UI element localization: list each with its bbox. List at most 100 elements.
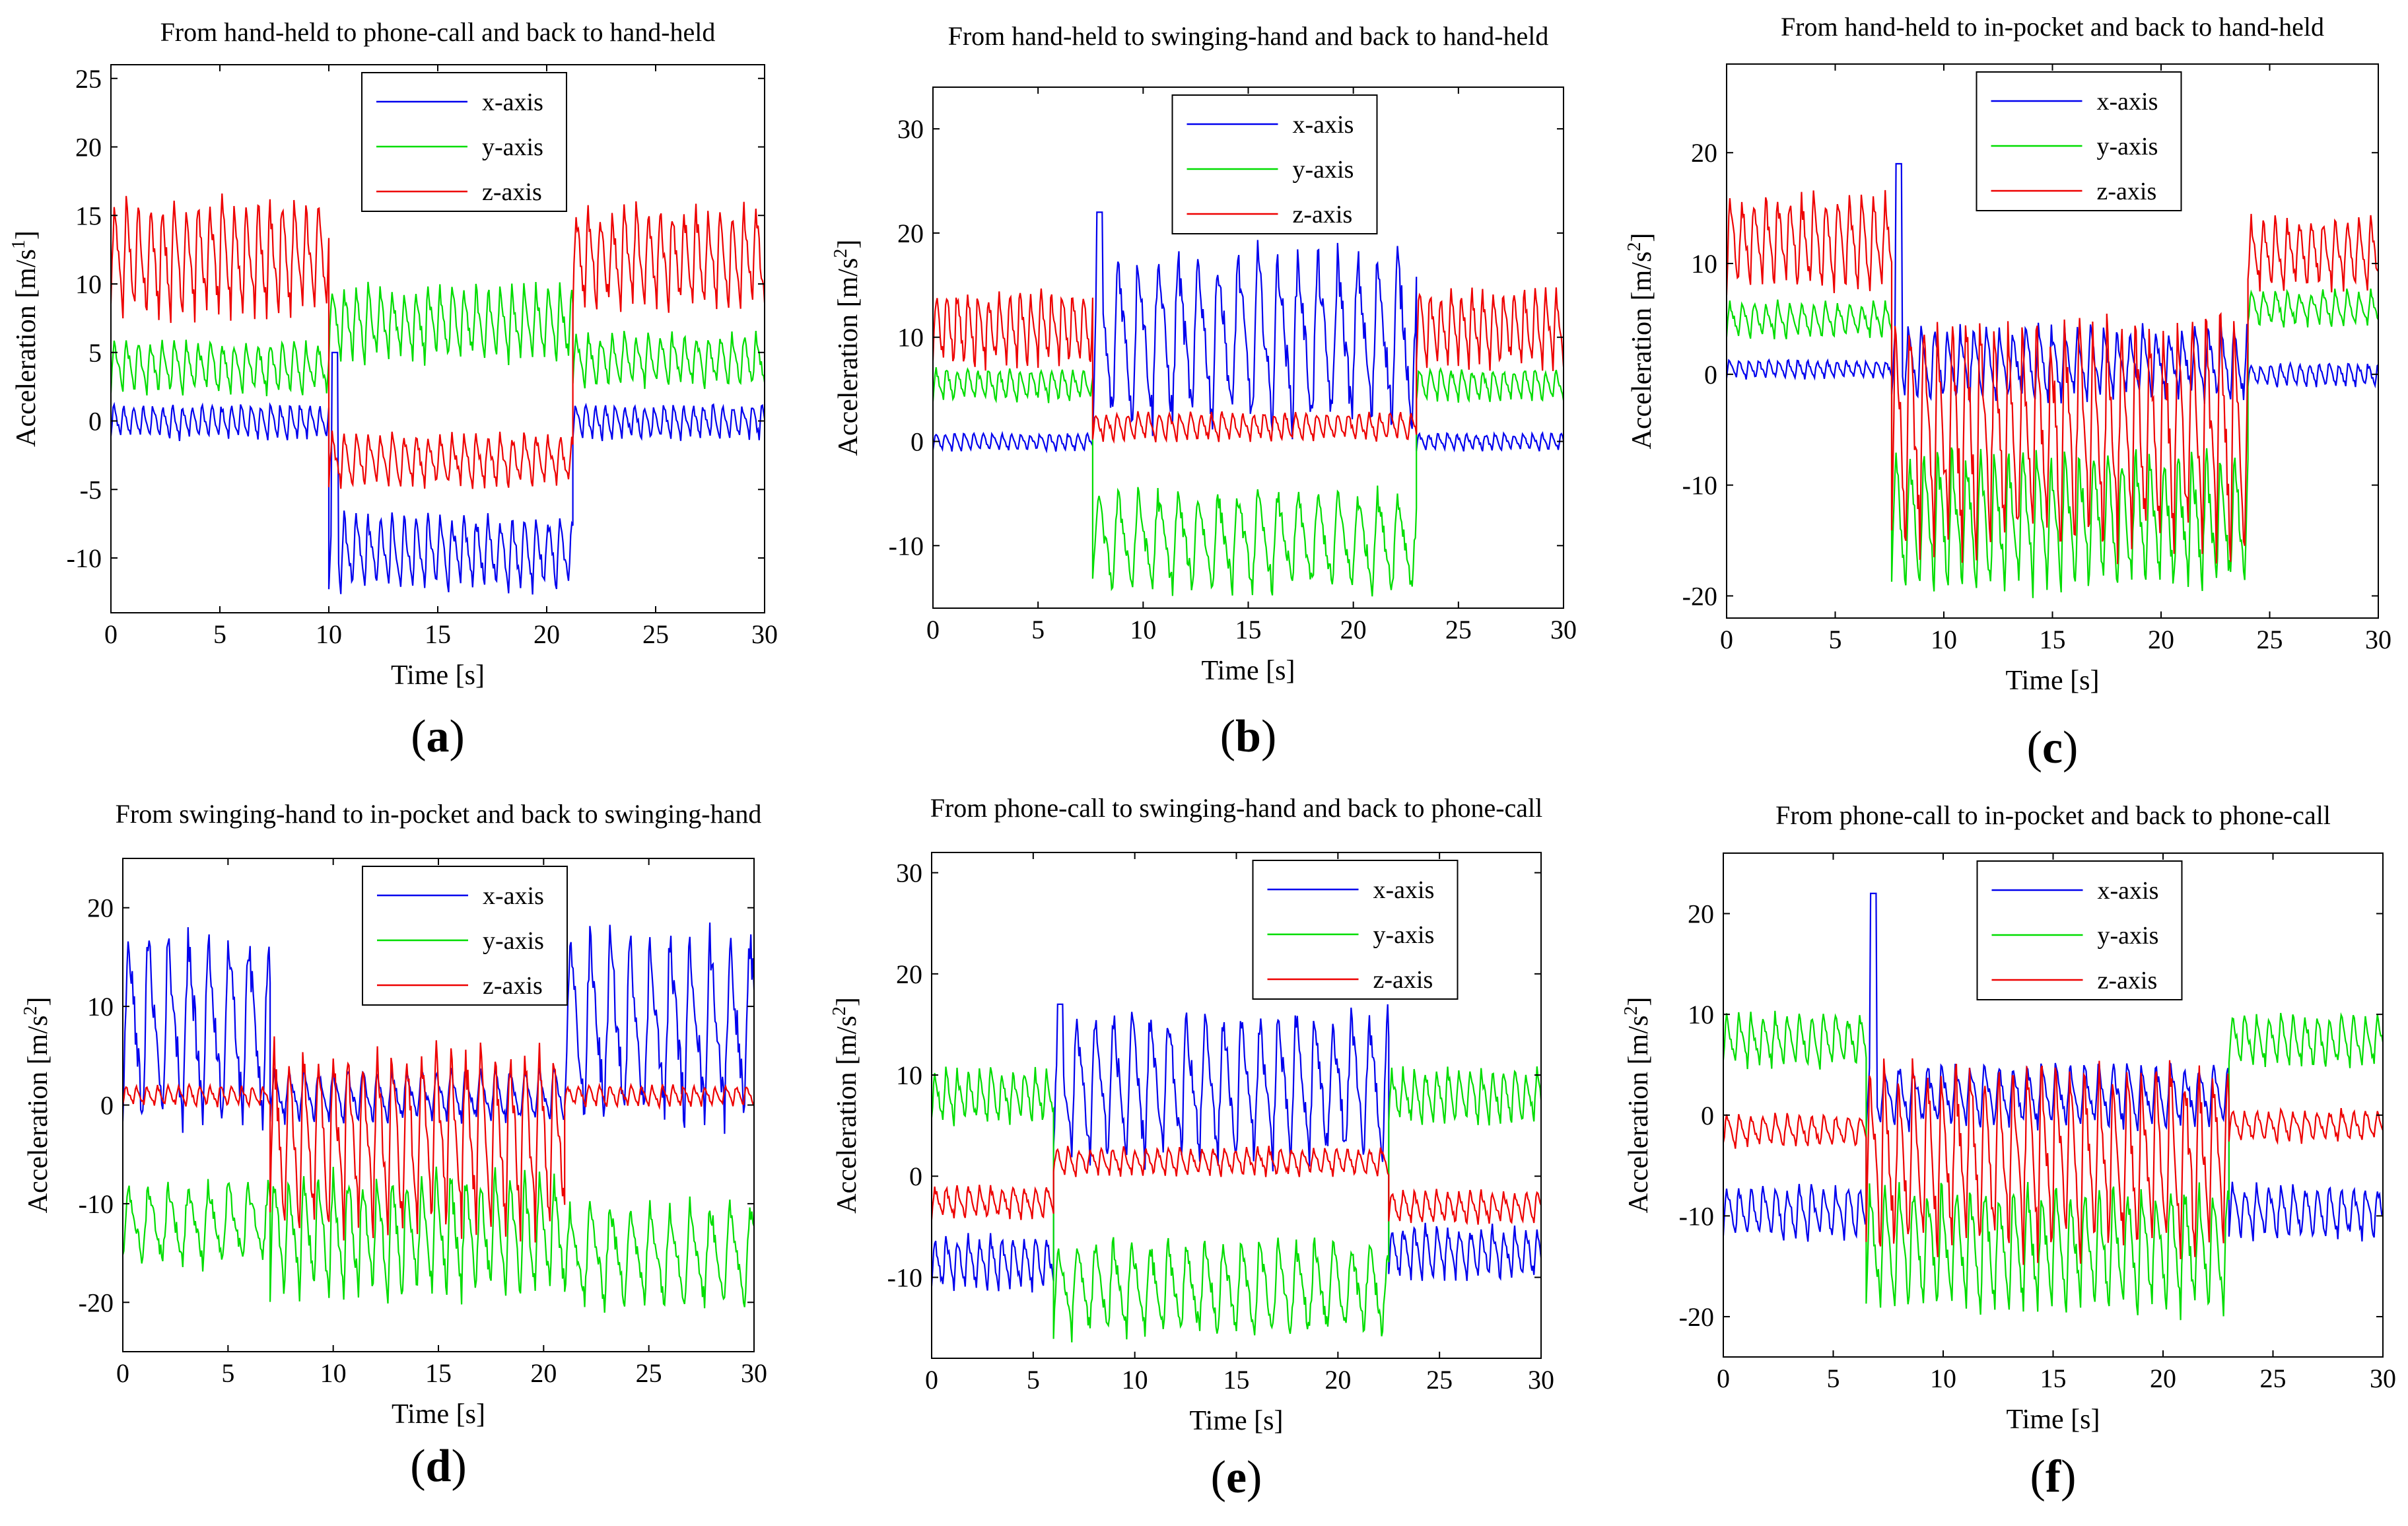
series-line-y-axis bbox=[1727, 288, 2378, 598]
legend-label: z-axis bbox=[482, 178, 542, 206]
y-axis-label-close: ] bbox=[1624, 997, 1654, 1006]
y-axis-label: Acceleration [m/s1] bbox=[9, 230, 42, 447]
panel-label: (d) bbox=[410, 1441, 467, 1492]
y-tick-label: 10 bbox=[1691, 249, 1717, 279]
legend: x-axis y-axis z-axis bbox=[361, 72, 567, 212]
series-line-z-axis bbox=[111, 193, 765, 489]
y-axis-label-close: ] bbox=[1627, 233, 1657, 242]
legend: x-axis y-axis z-axis bbox=[1171, 94, 1378, 234]
y-tick-label: -10 bbox=[1679, 1201, 1714, 1231]
series-line-y-axis bbox=[933, 366, 1564, 597]
panel-f: From phone-call to in-pocket and back to… bbox=[1621, 800, 2396, 1502]
y-tick-label: 10 bbox=[897, 323, 924, 353]
series-line-y-axis bbox=[1723, 1010, 2383, 1321]
legend-box bbox=[1976, 860, 2183, 1000]
x-axis-label: Time [s] bbox=[391, 660, 485, 691]
series-line-z-axis bbox=[123, 1036, 754, 1243]
panel-label: (a) bbox=[411, 711, 465, 762]
panel-label: (c) bbox=[2027, 722, 2079, 773]
y-axis-label: Acceleration [m/s2] bbox=[829, 997, 862, 1214]
y-tick-label: 0 bbox=[100, 1091, 114, 1121]
chart-title: From phone-call to swinging-hand and bac… bbox=[930, 793, 1543, 823]
series-line-y-axis bbox=[932, 1066, 1541, 1342]
series-line-x-axis bbox=[111, 351, 765, 595]
y-tick-label: -5 bbox=[80, 475, 102, 504]
panel-label: (e) bbox=[1211, 1452, 1262, 1503]
y-axis-label-main: Acceleration [m/s bbox=[833, 258, 864, 456]
legend-label: z-axis bbox=[2097, 178, 2157, 205]
y-axis-label-close: ] bbox=[11, 230, 42, 240]
y-axis-label-close: ] bbox=[833, 240, 864, 249]
legend-label: y-axis bbox=[2098, 922, 2159, 950]
y-axis-label-exponent: 2 bbox=[1624, 242, 1645, 252]
y-axis-label: Acceleration [m/s2] bbox=[831, 240, 864, 456]
chart-title: From phone-call to in-pocket and back to… bbox=[1775, 800, 2331, 830]
legend-label: z-axis bbox=[1373, 966, 1433, 994]
panel-a: From hand-held to phone-call and back to… bbox=[9, 17, 778, 762]
y-tick-label: -10 bbox=[79, 1189, 114, 1219]
y-tick-label: 20 bbox=[896, 959, 922, 989]
x-tick-label: 25 bbox=[642, 619, 669, 649]
x-tick-label: 15 bbox=[425, 1358, 452, 1388]
legend: x-axis y-axis z-axis bbox=[1976, 860, 2183, 1000]
legend-box bbox=[1252, 860, 1459, 1000]
y-axis-label: Acceleration [m/s2] bbox=[20, 997, 53, 1214]
series-line-x-axis bbox=[1723, 892, 2383, 1242]
y-tick-label: -10 bbox=[887, 1263, 922, 1292]
x-tick-label: 10 bbox=[1130, 615, 1156, 644]
legend: x-axis y-axis z-axis bbox=[1252, 860, 1459, 1000]
y-tick-label: 0 bbox=[911, 427, 924, 457]
legend-label: x-axis bbox=[483, 882, 544, 910]
y-tick-label: 20 bbox=[75, 133, 102, 162]
y-tick-label: 10 bbox=[896, 1060, 922, 1090]
x-tick-label: 5 bbox=[213, 619, 226, 649]
legend-label: z-axis bbox=[1293, 201, 1353, 228]
y-tick-label: 20 bbox=[1691, 138, 1717, 168]
y-axis-label: Acceleration [m/s2] bbox=[1624, 233, 1657, 450]
legend-box bbox=[361, 72, 567, 212]
y-axis-label-exponent: 2 bbox=[831, 249, 851, 258]
x-tick-label: 15 bbox=[1223, 1365, 1250, 1395]
panel-d: From swinging-hand to in-pocket and back… bbox=[20, 799, 767, 1492]
x-tick-label: 5 bbox=[221, 1358, 234, 1388]
legend-label: x-axis bbox=[2098, 877, 2159, 905]
y-tick-label: 30 bbox=[896, 858, 922, 888]
y-tick-label: -10 bbox=[1682, 471, 1717, 501]
x-tick-label: 25 bbox=[636, 1358, 662, 1388]
y-tick-label: 30 bbox=[897, 114, 924, 144]
y-tick-label: 20 bbox=[87, 893, 114, 923]
x-tick-label: 20 bbox=[533, 619, 560, 649]
y-tick-label: -10 bbox=[67, 543, 102, 573]
chart-title: From swinging-hand to in-pocket and back… bbox=[116, 799, 762, 829]
legend-box bbox=[362, 866, 568, 1006]
y-tick-label: 20 bbox=[1688, 899, 1714, 929]
panel-e: From phone-call to swinging-hand and bac… bbox=[829, 793, 1554, 1503]
legend: x-axis y-axis z-axis bbox=[1976, 71, 2182, 211]
x-tick-label: 30 bbox=[1550, 615, 1577, 644]
y-tick-label: 10 bbox=[87, 992, 114, 1022]
legend-label: y-axis bbox=[482, 133, 543, 161]
x-axis-label: Time [s] bbox=[392, 1399, 485, 1430]
x-tick-label: 30 bbox=[2365, 625, 2391, 654]
legend-label: y-axis bbox=[1293, 156, 1354, 184]
legend: x-axis y-axis z-axis bbox=[362, 866, 568, 1006]
y-axis-label-main: Acceleration [m/s bbox=[23, 1016, 53, 1214]
x-tick-label: 5 bbox=[1827, 1364, 1840, 1393]
series-line-z-axis bbox=[933, 287, 1564, 444]
y-tick-label: 0 bbox=[1704, 360, 1717, 390]
x-tick-label: 30 bbox=[751, 619, 778, 649]
x-tick-label: 15 bbox=[425, 619, 451, 649]
y-axis-label-main: Acceleration [m/s bbox=[832, 1016, 862, 1214]
panel-label: (f) bbox=[2030, 1451, 2077, 1502]
y-axis-label-main: Acceleration [m/s bbox=[1624, 1016, 1654, 1214]
y-tick-label: 0 bbox=[909, 1162, 922, 1191]
x-tick-label: 20 bbox=[2148, 625, 2174, 654]
x-axis-label: Time [s] bbox=[1202, 656, 1295, 686]
y-tick-label: -20 bbox=[1682, 581, 1717, 611]
x-tick-label: 25 bbox=[2257, 625, 2283, 654]
x-tick-label: 30 bbox=[1528, 1365, 1554, 1395]
y-axis-label: Acceleration [m/s2] bbox=[1621, 997, 1654, 1214]
x-tick-label: 25 bbox=[2260, 1364, 2287, 1393]
chart-title: From hand-held to in-pocket and back to … bbox=[1781, 12, 2324, 42]
